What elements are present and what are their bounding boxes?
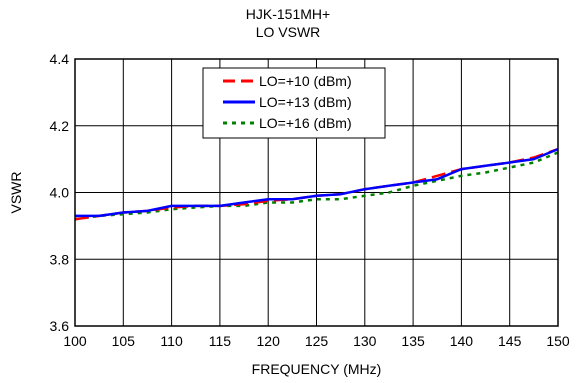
legend-entry: LO=+13 (dBm) xyxy=(259,94,352,110)
x-tick-label: 105 xyxy=(112,333,136,349)
tick-labels: 100 105 110 115 120 125 130 135 140 145 150 3.6 3.8 4… xyxy=(50,51,570,349)
chart-subtitle: LO VSWR xyxy=(255,24,321,40)
x-tick-label: 100 xyxy=(63,333,87,349)
x-tick-label: 135 xyxy=(401,333,425,349)
legend-entry: LO=+10 (dBm) xyxy=(259,73,352,89)
x-tick-label: 110 xyxy=(160,333,183,349)
legend-entry: LO=+16 (dBm) xyxy=(259,115,352,131)
plot-frame xyxy=(74,58,559,327)
x-tick-label: 145 xyxy=(498,333,522,349)
y-tick-label: 4.2 xyxy=(50,118,70,134)
y-axis-label: VSWR xyxy=(8,172,24,214)
series-layer xyxy=(74,147,559,221)
x-axis-label: FREQUENCY (MHz) xyxy=(252,361,382,377)
y-tick-label: 3.6 xyxy=(50,318,70,334)
series-line xyxy=(74,151,559,221)
chart-title: HJK-151MH+ xyxy=(245,6,331,22)
x-tick-label: 115 xyxy=(209,333,232,349)
legend: LO=+10 (dBm) LO=+13 (dBm) LO=+16 (dBm) xyxy=(202,67,386,139)
y-tick-label: 4.0 xyxy=(50,185,70,201)
x-tick-label: 150 xyxy=(546,333,570,349)
y-tick-label: 3.8 xyxy=(50,251,70,267)
x-tick-label: 125 xyxy=(305,333,329,349)
y-tick-label: 4.4 xyxy=(50,51,70,67)
x-tick-label: 120 xyxy=(257,333,281,349)
series-line xyxy=(75,147,559,218)
x-tick-label: 130 xyxy=(353,333,377,349)
x-tick-label: 140 xyxy=(450,333,474,349)
